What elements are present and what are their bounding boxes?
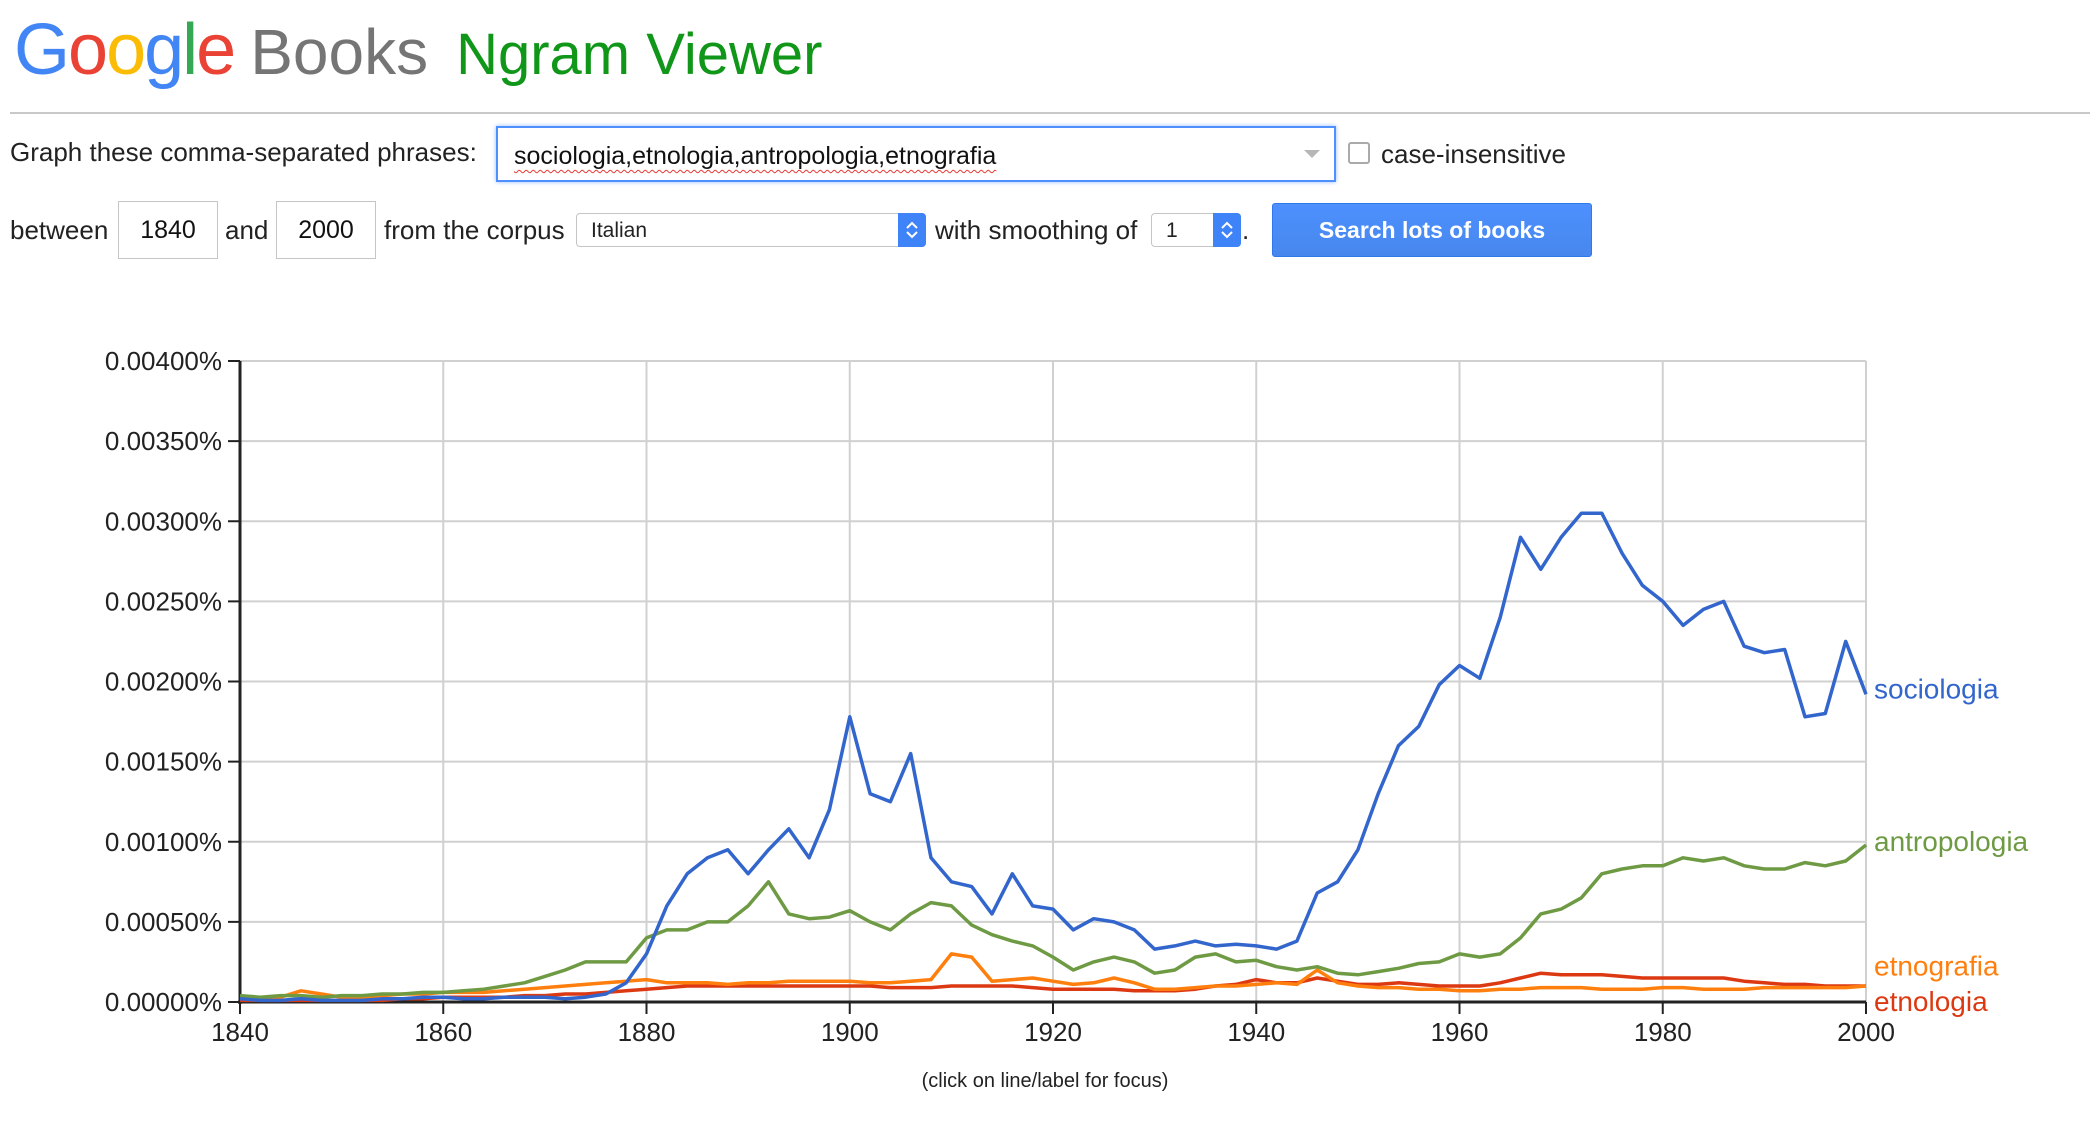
case-insensitive-label[interactable]: case-insensitive (1381, 139, 1566, 169)
and-label: and (225, 215, 269, 245)
series-line-etnografia[interactable] (240, 952, 1867, 1001)
phrases-input[interactable]: sociologia,etnologia,antropologia,etnogr… (496, 126, 1336, 182)
x-tick-label: 1840 (211, 1017, 269, 1047)
between-label: between (10, 215, 109, 245)
smoothing-label: with smoothing of (935, 215, 1138, 245)
smoothing-select-value: 1 (1166, 219, 1178, 242)
page-title: Ngram Viewer (456, 22, 823, 87)
x-tick-label: 1940 (1227, 1017, 1285, 1047)
y-axis-ticks: 0.00000% 0.00050% 0.00100% 0.00150% 0.00200%… (105, 346, 240, 1017)
books-wordmark: Books (250, 16, 429, 88)
y-tick-label: 0.00300% (105, 506, 222, 536)
x-tick-label: 1920 (1024, 1017, 1082, 1047)
select-stepper-icon (898, 213, 926, 247)
x-tick-label: 1860 (414, 1017, 472, 1047)
y-tick-label: 0.00050% (105, 907, 222, 937)
search-button[interactable]: Search lots of books (1272, 203, 1592, 257)
logo-letter: e (196, 10, 236, 90)
x-tick-label: 2000 (1837, 1017, 1895, 1047)
corpus-label: from the corpus (384, 215, 565, 245)
chart-grid (240, 360, 1867, 1002)
series-lines[interactable] (239, 511, 1868, 1003)
series-label-etnologia[interactable]: etnologia (1874, 986, 1988, 1017)
corpus-select[interactable]: Italian (576, 213, 926, 247)
y-tick-label: 0.00250% (105, 586, 222, 616)
phrases-label: Graph these comma-separated phrases: (10, 137, 477, 167)
logo-letter: o (106, 10, 146, 90)
x-tick-label: 1980 (1634, 1017, 1692, 1047)
dropdown-arrow-icon[interactable] (1304, 150, 1320, 158)
phrases-input-value[interactable]: sociologia,etnologia,antropologia,etnogr… (514, 142, 997, 170)
y-tick-label: 0.00350% (105, 426, 222, 456)
smoothing-select[interactable]: 1 (1151, 213, 1241, 247)
x-axis-ticks: 1840 1860 1880 1900 1920 1940 1960 1980 2000 (211, 1002, 1895, 1047)
smoothing-suffix: . (1242, 215, 1250, 245)
logo-letter: g (144, 10, 184, 90)
start-year-input[interactable]: 1840 (118, 201, 218, 259)
google-wordmark: Google (14, 10, 236, 90)
y-tick-label: 0.00200% (105, 667, 222, 697)
header-divider (10, 112, 2090, 114)
x-tick-label: 1880 (618, 1017, 676, 1047)
x-tick-label: 1960 (1431, 1017, 1489, 1047)
series-labels[interactable]: sociologia antropologia etnografia etnologi… (1874, 674, 2029, 1017)
y-tick-label: 0.00400% (105, 346, 222, 376)
logo-letter: l (182, 10, 198, 90)
logo-letter: o (68, 10, 108, 90)
google-books-logo[interactable]: Google Books Ngram Viewer (14, 14, 822, 104)
end-year-input[interactable]: 2000 (276, 201, 376, 259)
series-label-antropologia[interactable]: antropologia (1874, 826, 2029, 857)
y-tick-label: 0.00100% (105, 827, 222, 857)
case-insensitive-checkbox[interactable] (1348, 142, 1370, 164)
corpus-select-value: Italian (591, 219, 648, 242)
y-tick-label: 0.00150% (105, 747, 222, 777)
select-stepper-icon (1213, 213, 1241, 247)
series-line-sociologia[interactable] (239, 511, 1868, 1003)
series-line-antropologia[interactable] (239, 843, 1868, 999)
chart-hint: (click on line/label for focus) (921, 1070, 1169, 1092)
series-label-etnografia[interactable]: etnografia (1874, 951, 1999, 982)
x-tick-label: 1900 (821, 1017, 879, 1047)
logo-letter: G (14, 10, 70, 90)
series-label-sociologia[interactable]: sociologia (1874, 674, 1999, 705)
y-tick-label: 0.00000% (105, 987, 222, 1017)
